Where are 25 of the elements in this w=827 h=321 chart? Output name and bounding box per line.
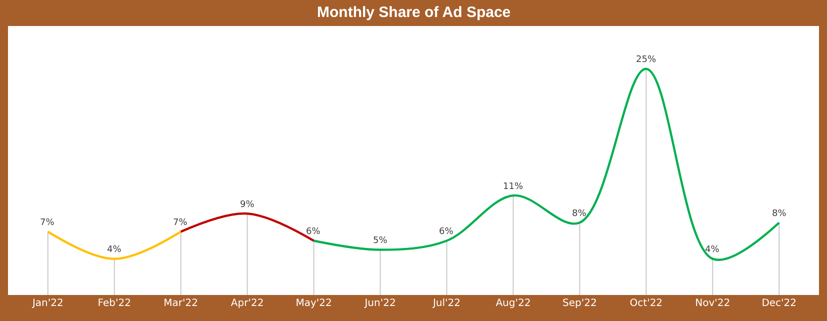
- x-tick-label: May'22: [296, 298, 332, 309]
- x-tick-label: Mar'22: [164, 298, 198, 309]
- x-tick-label: Oct'22: [630, 298, 663, 309]
- data-label: 6%: [439, 227, 454, 237]
- x-tick-label: Jul'22: [432, 298, 461, 309]
- data-label: 7%: [173, 218, 188, 228]
- x-tick-label: Nov'22: [695, 298, 730, 309]
- data-label: 6%: [306, 227, 321, 237]
- data-label: 7%: [40, 218, 55, 228]
- x-tick-label: Dec'22: [762, 298, 797, 309]
- data-label: 25%: [636, 55, 656, 65]
- data-label: 9%: [240, 200, 255, 210]
- x-tick-label: Jan'22: [31, 298, 64, 309]
- chart-title: Monthly Share of Ad Space: [317, 4, 511, 21]
- data-label: 4%: [107, 245, 122, 255]
- x-tick-label: Feb'22: [98, 298, 131, 309]
- data-label: 11%: [503, 182, 524, 192]
- x-tick-label: Aug'22: [496, 298, 531, 309]
- x-tick-label: Sep'22: [562, 298, 597, 309]
- x-tick-label: Jun'22: [364, 298, 396, 309]
- data-label: 8%: [772, 209, 787, 219]
- data-label: 4%: [705, 245, 720, 255]
- data-label: 5%: [373, 236, 388, 246]
- data-label: 8%: [572, 209, 587, 219]
- x-tick-label: Apr'22: [230, 298, 264, 309]
